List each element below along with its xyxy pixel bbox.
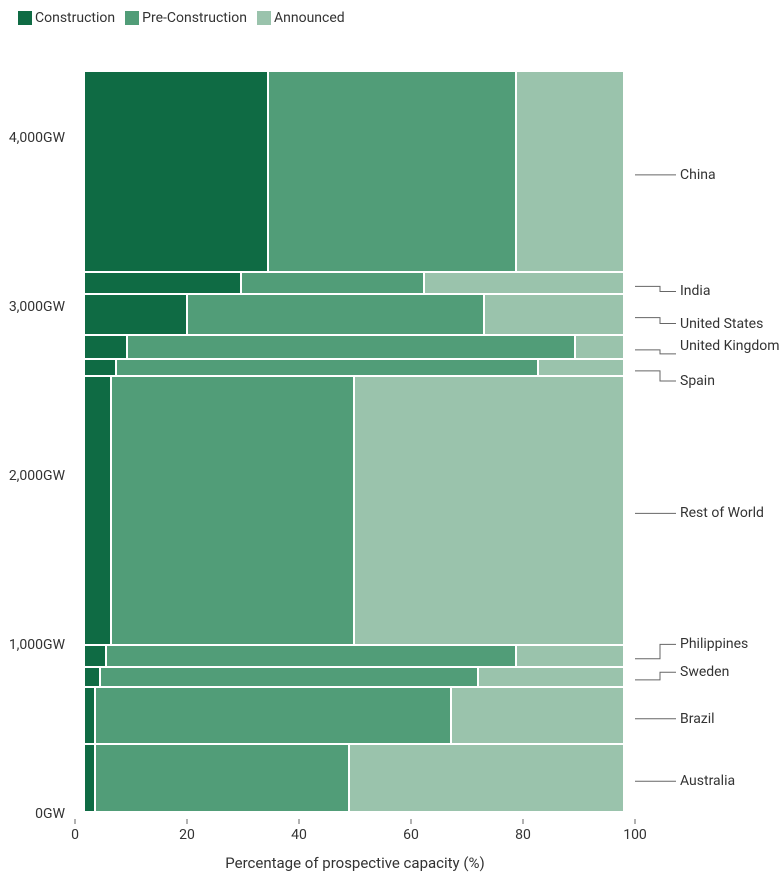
legend-item: Construction [18,10,115,26]
legend-label: Pre-Construction [142,10,247,26]
x-tick: 0 [71,827,79,843]
row-label: Brazil [680,711,780,728]
legend-swatch [125,11,139,25]
segment [107,644,517,666]
row-label: Spain [680,373,780,390]
segment [85,644,107,666]
segment [517,70,625,271]
segment [539,358,625,375]
table-row [85,334,625,358]
legend-swatch [18,11,32,25]
segment [85,666,101,686]
plot-area [85,51,625,811]
segment [101,666,479,686]
legend-swatch [257,11,271,25]
table-row [85,271,625,293]
legend-label: Announced [274,10,345,26]
x-tick-mark [75,819,76,824]
table-row [85,686,625,743]
row-label: Australia [680,773,780,790]
segment [479,666,625,686]
row-labels: AustraliaBrazilSwedenPhilippinesRest of … [640,55,775,815]
row-label: China [680,167,780,184]
segment [85,743,96,811]
y-tick: 2,000GW [0,468,65,484]
chart-container: Construction Pre-Construction Announced 0G… [0,0,780,884]
segment [188,293,485,334]
segment [269,70,517,271]
segment [350,743,625,811]
segment [242,271,426,293]
table-row [85,358,625,375]
table-row [85,293,625,334]
segment [85,293,188,334]
x-tick: 100 [623,827,647,843]
legend-item: Announced [257,10,345,26]
table-row [85,375,625,644]
x-tick-mark [635,819,636,824]
y-tick: 1,000GW [0,637,65,653]
segment [85,70,269,271]
x-tick-mark [523,819,524,824]
table-row [85,666,625,686]
segment [355,375,625,644]
y-tick: 3,000GW [0,299,65,315]
x-tick-mark [299,819,300,824]
segment [85,334,128,358]
segment [576,334,625,358]
bars [85,51,625,811]
y-axis: 0GW1,000GW2,000GW3,000GW4,000GW [0,55,70,815]
segment [85,686,96,743]
row-label: United Kingdom [680,338,780,355]
segment [85,271,242,293]
table-row [85,743,625,811]
segment [485,293,625,334]
segment [96,743,350,811]
y-tick: 4,000GW [0,130,65,146]
x-tick: 80 [515,827,531,843]
row-label: India [680,283,780,300]
legend: Construction Pre-Construction Announced [10,10,770,26]
row-label: Philippines [680,636,780,653]
table-row [85,70,625,271]
segment [128,334,576,358]
segment [96,686,452,743]
y-tick: 0GW [0,806,65,822]
x-tick: 60 [403,827,419,843]
x-tick-mark [411,819,412,824]
table-row [85,644,625,666]
row-label: Rest of World [680,505,780,522]
x-axis: 020406080100 [75,824,635,844]
row-label: Sweden [680,664,780,681]
row-label: United States [680,316,780,333]
legend-label: Construction [35,10,115,26]
segment [112,375,355,644]
segment [425,271,625,293]
segment [452,686,625,743]
x-tick-mark [187,819,188,824]
x-tick: 20 [179,827,195,843]
legend-item: Pre-Construction [125,10,247,26]
segment [85,358,117,375]
segment [117,358,538,375]
segment [85,375,112,644]
x-axis-label: Percentage of prospective capacity (%) [75,854,635,872]
x-tick: 40 [291,827,307,843]
segment [517,644,625,666]
